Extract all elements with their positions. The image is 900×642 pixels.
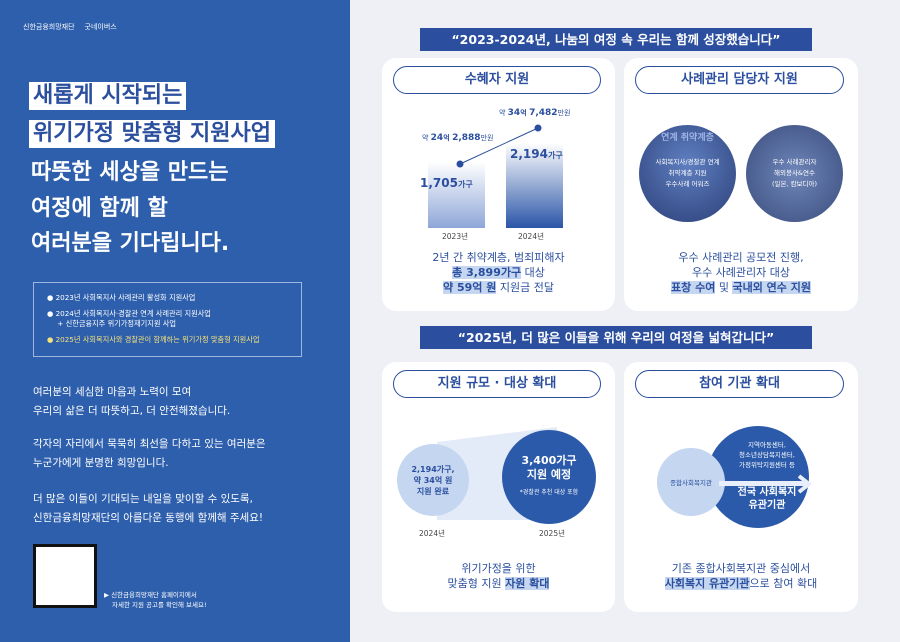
subhead-2: 여정에 함께 할 [31,196,168,221]
caption: 우수 사례관리 공모전 진행, 우수 사례관리자 대상 표창 수여 및 국내외 연수… [671,251,811,294]
amount-line [459,127,539,165]
card-title: 수혜자 지원 [393,66,601,94]
history-item: ● 2023년 사회복지사 사례관리 활성화 지원사업 [47,293,196,302]
x-tick-2023: 2023년 [442,232,468,241]
bar-label-2024: 2,194가구 [510,147,563,161]
history-item: + 신한금융지주 위기가정재기지원 사업 [57,319,176,328]
qr-note: ▶ 신한금융희망재단 홈페이지에서 자세한 지원 공고를 확인해 보세요! [104,591,207,609]
banner-2025: “2025년, 더 많은 이들을 위해 우리의 여정을 넓혀갑니다” [420,326,812,349]
history-item: ● 2024년 사회복지사·경찰관 연계 사례관리 지원사업 [47,309,211,318]
overseas-photo: 우수 사례관리자 해외봉사&연수 (일본, 캄보디아) [746,125,843,222]
beneficiary-chart [428,124,563,228]
line-label-2024: 약 34억 7,482만원 [499,108,571,118]
history-box: ● 2023년 사회복지사 사례관리 활성화 지원사업 ● 2024년 사회복지… [33,282,302,357]
arrow-right-icon [719,474,813,494]
paragraph-1: 여러분의 세심한 마음과 노력이 모여 우리의 삶은 더 따뜻하고, 더 안전해졌… [33,386,231,417]
institution-expansion-card: 참여 기관 확대 지역아동센터, 청소년상담복지센터, 가정위탁지원센터 등 전국 … [624,362,858,612]
caption: 기존 종합사회복지관 중심에서 사회복지 유관기관으로 참여 확대 [664,562,818,590]
scale-expansion-card: 지원 규모 · 대상 확대 2,194가구, 약 34억 원 지원 완료 3,400… [382,362,615,612]
history-item-highlight: ● 2025년 사회복지사와 경찰관이 함께하는 위기가정 맞춤형 지원사업 [47,335,260,344]
card-title: 사례관리 담당자 지원 [635,66,844,94]
left-panel: 신한금융희망재단 굿네이버스 새롭게 시작되는 위기가정 맞춤형 지원사업 따뜻… [0,0,350,642]
subhead-3: 여러분을 기다립니다. [31,231,230,256]
card-title: 참여 기관 확대 [635,370,844,398]
line-label-2023: 약 24억 2,888만원 [422,133,494,143]
year-2025: 2025년 [539,529,565,538]
headline-2: 위기가정 맞춤형 지원사업 [29,120,275,148]
beneficiary-card: 수혜자 지원 1,705가구 2,194가구 약 24억 2,888만원 약 3… [382,58,615,311]
qr-code[interactable] [33,544,97,608]
bar-2023년 [428,161,485,228]
case-manager-card: 사례관리 담당자 지원 연계 취약계층 사회복지사/경찰관 연계 취약계층 지원 우… [624,58,858,311]
circle-institutions: 지역아동센터, 청소년상담복지센터, 가정위탁지원센터 등 전국 사회복지 유관기관 [707,426,809,528]
year-2024: 2024년 [419,529,445,538]
award-photo: 연계 취약계층 사회복지사/경찰관 연계 취약계층 지원 우수사례 어워즈 [639,125,736,222]
headline-1: 새롭게 시작되는 [29,82,187,110]
logos: 신한금융희망재단 굿네이버스 [23,22,117,32]
caption: 2년 간 취약계층, 범죄피해자 총 3,899가구 대상 약 59억 원 지원금 … [432,251,565,294]
goodneighbors-logo: 굿네이버스 [84,23,117,31]
circle-2025: 3,400가구 지원 예정 *경찰관 추천 대상 포함 [502,430,596,524]
banner-2023-2024: “2023-2024년, 나눔의 여정 속 우리는 함께 성장했습니다” [420,28,812,51]
x-tick-2024: 2024년 [518,232,544,241]
circle-2024: 2,194가구, 약 34억 원 지원 완료 [397,444,469,516]
subhead-1: 따뜻한 세상을 만드는 [31,160,229,185]
bar-label-2023: 1,705가구 [420,176,473,190]
caption: 위기가정을 위한 맞춤형 지원 자원 확대 [447,562,550,590]
card-title: 지원 규모 · 대상 확대 [393,370,601,398]
paragraph-3: 더 많은 이들이 기대되는 내일을 맞이할 수 있도록, 신한금융희망재단의 아름… [33,493,264,524]
circle-welfare-center: 종합사회복지관 [657,448,725,516]
bar-2024년 [506,143,563,228]
shinhan-logo: 신한금융희망재단 [23,23,75,31]
paragraph-2: 각자의 자리에서 묵묵히 최선을 다하고 있는 여러분은 누군가에게 분명한 희망… [33,438,266,469]
